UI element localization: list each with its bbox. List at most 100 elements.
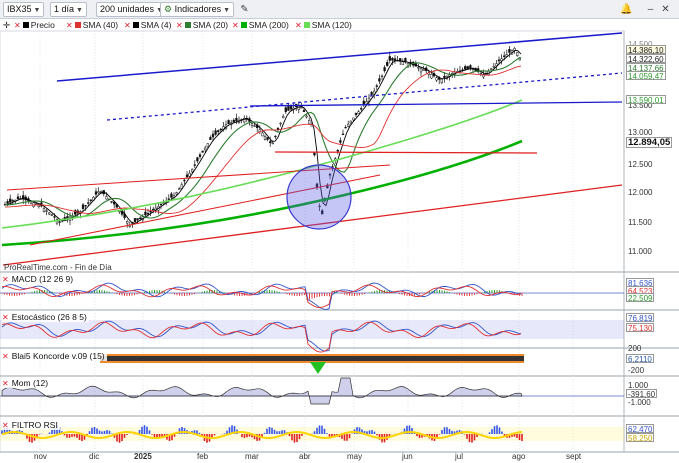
close-icon[interactable]: ✕	[124, 21, 131, 30]
pane-tick: -200	[628, 366, 645, 375]
candle-body	[479, 72, 482, 75]
rsi-line	[1, 430, 523, 440]
legend-item-sma20[interactable]: ✕ SMA (20)	[176, 20, 228, 30]
candle-body	[66, 216, 69, 219]
price-tick: 13.500	[628, 101, 653, 110]
pane-label-koncorde[interactable]: ✕ Blai5 Koncorde v.09 (15)	[2, 351, 107, 361]
sma40-line	[4, 65, 522, 214]
candle-body	[451, 73, 454, 75]
legend-label: SMA (200)	[248, 20, 289, 30]
close-icon[interactable]: ✕	[2, 379, 9, 388]
candle-body	[331, 166, 334, 168]
candle-body	[391, 58, 394, 61]
pane-label-mom[interactable]: ✕ Mom (12)	[2, 378, 51, 388]
close-icon[interactable]: ✕	[232, 21, 239, 30]
candle-body	[422, 69, 425, 72]
close-icon[interactable]: ✕	[295, 21, 302, 30]
candle-body	[388, 56, 391, 61]
chevron-down-icon: ▼	[76, 7, 83, 14]
candle-body	[149, 211, 152, 213]
close-icon[interactable]: ✕	[2, 275, 9, 284]
indicators-button[interactable]: ⚙ Indicadores ▼	[160, 2, 235, 17]
minimize-icon[interactable]: –	[647, 4, 654, 15]
candle-body	[53, 216, 56, 218]
candle-body	[466, 66, 469, 69]
candle-body	[495, 63, 498, 67]
stoch-d-line	[1, 321, 522, 353]
pane-value: 76,819	[626, 313, 655, 323]
x-tick: nov	[34, 452, 47, 461]
color-swatch	[240, 22, 247, 28]
candle-body	[318, 205, 321, 208]
price-tag-sma120: 14.059,47	[626, 71, 666, 81]
units-selector[interactable]: 200 unidades▼	[96, 2, 167, 17]
candle-body	[235, 118, 238, 122]
price-tag-sma40: 14.322,60	[626, 54, 666, 64]
horizontal-line	[249, 101, 623, 107]
candle-body	[440, 78, 443, 83]
candle-body	[196, 157, 199, 162]
candle-body	[94, 191, 98, 195]
close-icon[interactable]: ✕	[661, 4, 670, 15]
candle-body	[42, 208, 46, 212]
symbol-label: IBX35	[7, 4, 32, 14]
sma120-line	[1, 99, 523, 229]
legend-item-sma40[interactable]: ✕ SMA (40)	[66, 20, 118, 30]
legend-item-sma200[interactable]: ✕ SMA (200)	[232, 20, 289, 30]
candle-body	[417, 67, 420, 69]
candle-body	[328, 174, 332, 176]
close-icon[interactable]: ✕	[176, 21, 183, 30]
crosshair-icon[interactable]: ✛	[3, 20, 11, 30]
candle-body	[354, 112, 358, 116]
draw-tool-icon[interactable]: ✎	[240, 4, 249, 15]
legend-item-sma4[interactable]: ✕ SMA (4)	[124, 20, 171, 30]
candle-body	[378, 78, 381, 82]
candle-body	[170, 193, 173, 198]
candle-body	[357, 111, 360, 114]
red-horizontal	[274, 151, 538, 154]
close-icon[interactable]: ✕	[66, 21, 73, 30]
legend-item-price[interactable]: ✕ Precio	[14, 20, 55, 30]
candle-body	[178, 188, 181, 190]
candle-body	[167, 198, 170, 200]
candle-body	[375, 85, 378, 87]
alert-bell-icon[interactable]: 🔔	[620, 4, 633, 15]
highlight-circle	[286, 164, 352, 230]
candle-body	[29, 201, 33, 204]
candle-body	[162, 202, 165, 204]
close-icon[interactable]: ✕	[2, 313, 9, 322]
x-tick: jun	[402, 452, 413, 461]
x-tick: abr	[299, 452, 311, 461]
candle-body	[243, 118, 246, 123]
legend-label: SMA (120)	[311, 20, 352, 30]
candle-body	[159, 203, 163, 206]
x-tick: mar	[245, 452, 259, 461]
legend-item-sma120[interactable]: ✕ SMA (120)	[295, 20, 352, 30]
pane-label-stoch[interactable]: ✕ Estocástico (26 8 5)	[2, 312, 89, 322]
pane-label-macd[interactable]: ✕ MACD (12 26 9)	[2, 274, 76, 284]
close-icon[interactable]: ✕	[2, 421, 9, 430]
candle-body	[365, 101, 368, 104]
candle-body	[185, 174, 189, 178]
indicators-icon: ⚙	[164, 4, 173, 14]
candle-body	[482, 74, 485, 78]
candle-body	[430, 74, 433, 79]
candle-body	[193, 164, 196, 166]
close-icon[interactable]: ✕	[2, 352, 9, 361]
trendline-dashed	[106, 72, 623, 121]
chevron-down-icon: ▼	[223, 7, 231, 14]
color-swatch	[74, 22, 81, 28]
pane-title: Mom (12)	[11, 378, 49, 388]
candle-body	[305, 115, 308, 118]
period-selector[interactable]: 1 día ▼	[50, 2, 87, 17]
mom-area	[1, 377, 523, 405]
close-icon[interactable]: ✕	[14, 21, 21, 30]
pane-title: FILTRO RSI	[11, 420, 58, 430]
candle-body	[464, 66, 467, 70]
pane-label-rsi[interactable]: ✕ FILTRO RSI	[2, 420, 60, 430]
candle-body	[341, 133, 345, 136]
symbol-selector[interactable]: IBX35 ▼	[3, 2, 45, 17]
candle-body	[48, 212, 51, 215]
sma20-line	[4, 57, 522, 219]
